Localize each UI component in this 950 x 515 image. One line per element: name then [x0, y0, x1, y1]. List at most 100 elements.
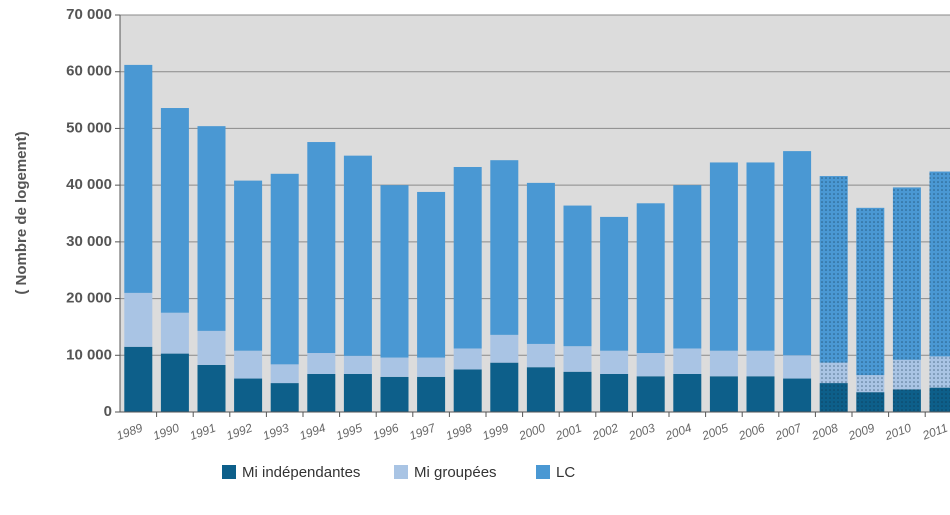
- x-tick-label: 2001: [553, 421, 584, 444]
- bar-segment: [490, 362, 519, 412]
- bar-segment: [160, 108, 189, 313]
- bar-segment: [234, 350, 263, 379]
- bar-segment: [490, 160, 519, 335]
- bar-segment: [453, 369, 482, 412]
- bar-segment: [746, 350, 775, 377]
- y-tick-label: 0: [104, 403, 112, 420]
- bar-segment: [124, 64, 153, 293]
- x-tick-label: 2007: [772, 420, 804, 443]
- bar-segment: [343, 374, 372, 412]
- bar-segment: [600, 350, 629, 375]
- bar-segment: [526, 343, 555, 368]
- x-tick-label: 1991: [188, 421, 218, 443]
- bar-segment: [709, 350, 738, 377]
- y-tick-label: 40 000: [66, 176, 112, 193]
- bar-segment: [563, 346, 592, 372]
- bar-segment: [417, 191, 446, 358]
- bar-segment: [636, 203, 665, 354]
- bar-segment: [417, 376, 446, 412]
- bar-segment: [307, 374, 336, 412]
- bar-segment: [783, 151, 812, 356]
- bar-segment: [636, 353, 665, 377]
- projection-pattern: [892, 359, 921, 390]
- y-tick-label: 70 000: [66, 6, 112, 23]
- projection-pattern: [856, 207, 885, 376]
- bar-segment: [380, 357, 409, 377]
- x-tick-label: 2006: [736, 421, 767, 444]
- x-tick-label: 2004: [663, 421, 694, 444]
- x-tick-label: 2000: [516, 421, 547, 444]
- x-tick-label: 2003: [626, 421, 657, 444]
- bar-segment: [490, 334, 519, 363]
- x-tick-label: 2002: [589, 421, 620, 444]
- projection-pattern: [819, 176, 848, 363]
- y-tick-label: 50 000: [66, 119, 112, 136]
- bar-segment: [673, 374, 702, 412]
- x-tick-label: 2010: [882, 421, 913, 444]
- x-tick-label: 1990: [151, 421, 181, 443]
- bar-segment: [160, 353, 189, 412]
- y-tick-label: 20 000: [66, 290, 112, 307]
- bar-segment: [270, 383, 299, 412]
- bar-segment: [600, 216, 629, 351]
- projection-pattern: [929, 387, 950, 412]
- bar-segment: [709, 162, 738, 351]
- x-tick-label: 1995: [334, 421, 364, 443]
- projection-pattern: [856, 392, 885, 412]
- bar-segment: [124, 346, 153, 412]
- bar-segment: [673, 185, 702, 349]
- legend-swatch: [394, 465, 408, 479]
- x-tick-label: 1996: [371, 421, 401, 443]
- bar-segment: [563, 371, 592, 412]
- projection-pattern: [929, 356, 950, 388]
- legend-swatch: [536, 465, 550, 479]
- bar-segment: [783, 355, 812, 379]
- x-tick-label: 1992: [224, 421, 254, 443]
- bar-segment: [197, 330, 226, 365]
- x-tick-label: 1989: [115, 421, 145, 443]
- x-tick-label: 2009: [846, 421, 877, 444]
- y-tick-label: 60 000: [66, 63, 112, 80]
- x-tick-label: 1998: [444, 421, 474, 443]
- bar-segment: [417, 357, 446, 377]
- x-tick-label: 1997: [407, 420, 438, 443]
- y-axis-label: ( Nombre de logement): [13, 131, 30, 294]
- projection-pattern: [892, 389, 921, 412]
- bar-segment: [124, 292, 153, 347]
- bar-segment: [197, 126, 226, 331]
- bar-segment: [636, 376, 665, 412]
- bar-segment: [453, 348, 482, 370]
- bar-segment: [270, 173, 299, 365]
- bar-segment: [746, 162, 775, 351]
- bar-segment: [160, 312, 189, 354]
- legend-label: Mi groupées: [414, 464, 497, 481]
- y-tick-label: 30 000: [66, 233, 112, 250]
- bar-segment: [526, 367, 555, 412]
- x-tick-label: 1993: [261, 421, 291, 443]
- bar-segment: [673, 348, 702, 375]
- y-tick-label: 10 000: [66, 346, 112, 363]
- bar-segment: [380, 185, 409, 358]
- bar-segment: [343, 355, 372, 375]
- bar-segment: [380, 376, 409, 412]
- x-tick-label: 2005: [699, 421, 730, 444]
- projection-pattern: [819, 362, 848, 384]
- bar-segment: [307, 142, 336, 354]
- bar-segment: [600, 374, 629, 412]
- bar-segment: [343, 155, 372, 356]
- legend-swatch: [222, 465, 236, 479]
- bar-segment: [307, 353, 336, 375]
- x-tick-label: 2011: [920, 421, 950, 443]
- projection-pattern: [892, 187, 921, 360]
- bar-segment: [197, 364, 226, 412]
- bar-segment: [709, 376, 738, 412]
- bar-segment: [234, 378, 263, 412]
- bar-segment: [563, 205, 592, 347]
- x-tick-label: 2008: [809, 421, 840, 444]
- x-tick-label: 1994: [298, 421, 328, 443]
- bar-segment: [234, 180, 263, 351]
- bar-segment: [453, 166, 482, 349]
- legend-label: Mi indépendantes: [242, 464, 360, 481]
- x-tick-label: 1999: [481, 421, 511, 443]
